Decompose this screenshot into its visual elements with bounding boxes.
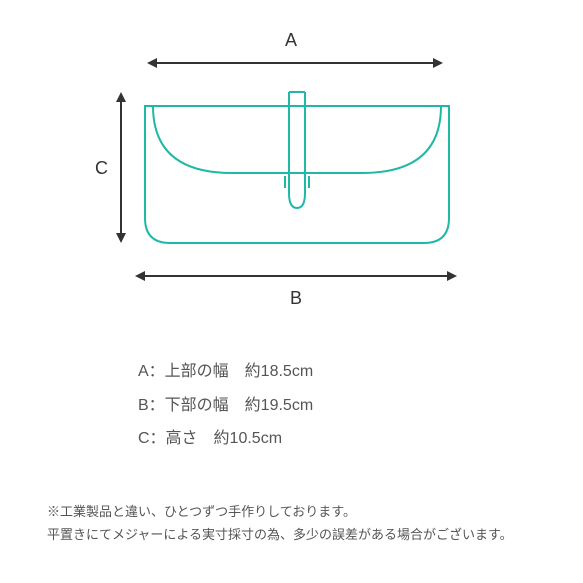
measurement-c: C：高さ 約10.5cm [138, 422, 313, 456]
bag-outline-icon [137, 88, 457, 258]
dimension-label-c: C [95, 158, 108, 179]
measurement-a: A：上部の幅 約18.5cm [138, 355, 313, 389]
arrow-line-b [143, 275, 449, 277]
arrow-head-icon [447, 271, 457, 281]
measurement-b: B：下部の幅 約19.5cm [138, 389, 313, 423]
dimension-label-a: A [285, 30, 297, 51]
note-line-1: ※工業製品と違い、ひとつずつ手作りしております。 [47, 500, 513, 523]
dimension-label-b: B [290, 288, 302, 309]
arrow-line-c [120, 100, 122, 235]
measurements-list: A：上部の幅 約18.5cm B：下部の幅 約19.5cm C：高さ 約10.5… [138, 355, 313, 456]
note-line-2: 平置きにてメジャーによる実寸採寸の為、多少の誤差がある場合がございます。 [47, 523, 513, 546]
arrow-head-icon [116, 233, 126, 243]
arrow-line-a [155, 62, 435, 64]
arrow-head-icon [116, 92, 126, 102]
arrow-head-icon [135, 271, 145, 281]
arrow-head-icon [147, 58, 157, 68]
arrow-head-icon [433, 58, 443, 68]
bag-dimension-diagram: A B C [95, 30, 485, 310]
disclaimer-notes: ※工業製品と違い、ひとつずつ手作りしております。 平置きにてメジャーによる実寸採… [47, 500, 513, 547]
